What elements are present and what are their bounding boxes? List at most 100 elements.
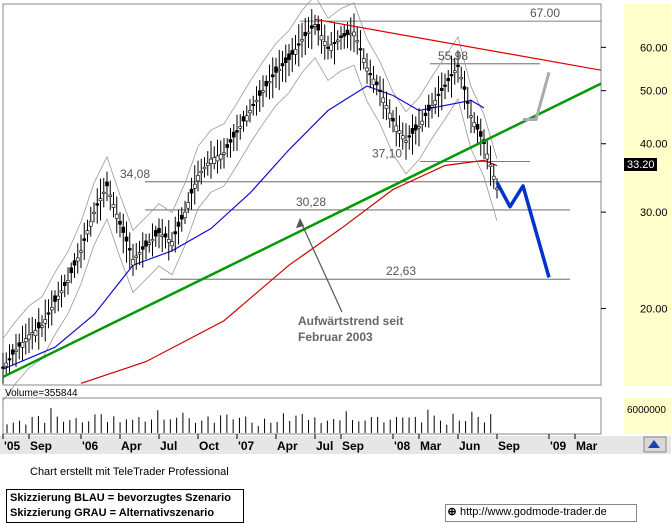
price-bar-body-10 bbox=[33, 330, 38, 337]
price-bar-body-6 bbox=[20, 342, 25, 348]
time-tick-label-7: Apr bbox=[277, 439, 298, 453]
price-bar-body-59 bbox=[192, 183, 197, 189]
price-bar-body-38 bbox=[124, 236, 129, 242]
price-bar-body-91 bbox=[296, 43, 301, 46]
price-bar-body-110 bbox=[358, 48, 363, 51]
price-bar-body-56 bbox=[183, 211, 187, 219]
price-bar-body-35 bbox=[114, 213, 119, 219]
price-bar-body-134 bbox=[436, 93, 441, 96]
price-bar-body-125 bbox=[407, 135, 412, 138]
price-bar-body-5 bbox=[17, 342, 22, 347]
price-bar-body-121 bbox=[394, 125, 399, 132]
price-bar-body-95 bbox=[309, 25, 314, 29]
price-bar-body-1 bbox=[4, 362, 9, 367]
time-tick-label-8: Jul bbox=[316, 439, 333, 453]
time-tick-label-13: Sep bbox=[498, 439, 520, 453]
price-bar-body-137 bbox=[446, 78, 451, 82]
current-value-marker bbox=[624, 158, 657, 171]
price-bar-body-105 bbox=[342, 33, 347, 37]
price-bar-body-60 bbox=[196, 175, 200, 182]
annotation-arrow bbox=[299, 219, 343, 313]
price-bar-body-87 bbox=[283, 57, 288, 63]
time-tick-label-6: '07 bbox=[238, 439, 255, 453]
legend-gray-text: Skizzierung GRAU = Alternativszenario bbox=[10, 507, 215, 519]
price-bar-body-94 bbox=[306, 31, 311, 34]
level-label-4: 30,28 bbox=[296, 195, 326, 209]
price-bar-body-8 bbox=[27, 334, 31, 340]
volume-axis-background bbox=[624, 398, 671, 434]
website-link[interactable]: ⊕ http://www.godmode-trader.de bbox=[445, 504, 637, 522]
price-bar-body-23 bbox=[75, 257, 80, 262]
moving-average-blue bbox=[2, 85, 485, 370]
price-bar-body-93 bbox=[303, 32, 308, 37]
price-bar-body-26 bbox=[85, 230, 90, 235]
price-bar-body-145 bbox=[472, 122, 477, 128]
price-bar-body-17 bbox=[56, 295, 61, 300]
website-url[interactable]: http://www.godmode-trader.de bbox=[460, 506, 607, 518]
price-bar-body-144 bbox=[469, 115, 473, 118]
scroll-arrow-icon[interactable] bbox=[648, 440, 660, 448]
legend-blue-text: Skizzierung BLAU = bevorzugtes Szenario bbox=[10, 492, 231, 504]
price-bar-body-103 bbox=[335, 39, 340, 42]
scenario-legend: Skizzierung BLAU = bevorzugtes Szenario … bbox=[6, 489, 244, 523]
price-bar-body-109 bbox=[355, 40, 360, 43]
price-bar-body-82 bbox=[267, 81, 272, 84]
price-bar-body-127 bbox=[413, 124, 418, 131]
price-bar-body-114 bbox=[371, 78, 376, 86]
price-bar-body-106 bbox=[345, 29, 350, 36]
time-tick-label-15: Mar bbox=[576, 439, 598, 453]
price-bar-body-115 bbox=[374, 81, 379, 86]
price-bar-body-147 bbox=[478, 131, 483, 137]
price-bar-body-69 bbox=[225, 144, 230, 148]
price-bar-body-120 bbox=[391, 118, 395, 122]
level-label-5: 22,63 bbox=[386, 264, 416, 278]
price-bar-body-46 bbox=[150, 239, 155, 242]
price-bar-body-133 bbox=[433, 100, 438, 105]
price-bar-body-128 bbox=[417, 126, 421, 129]
price-bar-body-48 bbox=[157, 228, 161, 234]
price-bar-body-32 bbox=[105, 181, 109, 187]
time-tick-label-2: '06 bbox=[82, 439, 99, 453]
price-bar-body-108 bbox=[352, 31, 356, 37]
price-bar-body-150 bbox=[488, 164, 493, 168]
price-bar-body-52 bbox=[170, 241, 174, 247]
price-bar-body-79 bbox=[257, 90, 262, 96]
price-bar-body-19 bbox=[62, 282, 67, 286]
price-bar-body-92 bbox=[300, 39, 304, 42]
price-bar-body-85 bbox=[277, 68, 282, 71]
price-bar-body-30 bbox=[98, 198, 103, 202]
price-bar-body-141 bbox=[459, 77, 464, 80]
price-bar-body-152 bbox=[495, 187, 499, 191]
price-bar-body-104 bbox=[339, 35, 343, 38]
price-bar-body-25 bbox=[82, 238, 87, 241]
price-bar-body-42 bbox=[137, 252, 142, 255]
time-tick-label-12: Jun bbox=[459, 439, 480, 453]
time-tick-label-0: '05 bbox=[4, 439, 21, 453]
price-tick-label-2: 40.00 bbox=[640, 139, 668, 151]
price-bar-body-66 bbox=[215, 155, 220, 162]
price-bar-body-129 bbox=[420, 120, 425, 125]
price-bar-body-47 bbox=[153, 230, 158, 237]
price-bar-body-15 bbox=[49, 307, 54, 311]
price-bar-body-37 bbox=[121, 226, 126, 233]
level-label-3: 37,10 bbox=[372, 147, 402, 161]
price-bar-body-55 bbox=[179, 214, 184, 220]
price-bar-body-99 bbox=[322, 41, 327, 46]
level-label-0: 67.00 bbox=[530, 6, 560, 20]
time-tick-label-10: '08 bbox=[394, 439, 411, 453]
current-value-label: 33.20 bbox=[627, 159, 655, 171]
price-bar-body-88 bbox=[287, 53, 291, 60]
time-tick-label-5: Oct bbox=[199, 439, 219, 453]
price-bar-body-29 bbox=[95, 203, 100, 206]
price-bar-body-43 bbox=[140, 246, 145, 250]
moving-average-red bbox=[80, 159, 498, 384]
price-bar-body-2 bbox=[7, 358, 12, 361]
price-bar-body-18 bbox=[59, 290, 64, 294]
time-tick-label-11: Mar bbox=[420, 439, 442, 453]
link-icon: ⊕ bbox=[447, 506, 457, 518]
price-bar-body-70 bbox=[228, 139, 233, 143]
volume-label: Volume=355844 bbox=[5, 388, 78, 399]
price-tick-label-0: 20.00 bbox=[640, 304, 668, 316]
price-bar-body-139 bbox=[452, 70, 457, 74]
price-bar-body-63 bbox=[205, 162, 210, 166]
